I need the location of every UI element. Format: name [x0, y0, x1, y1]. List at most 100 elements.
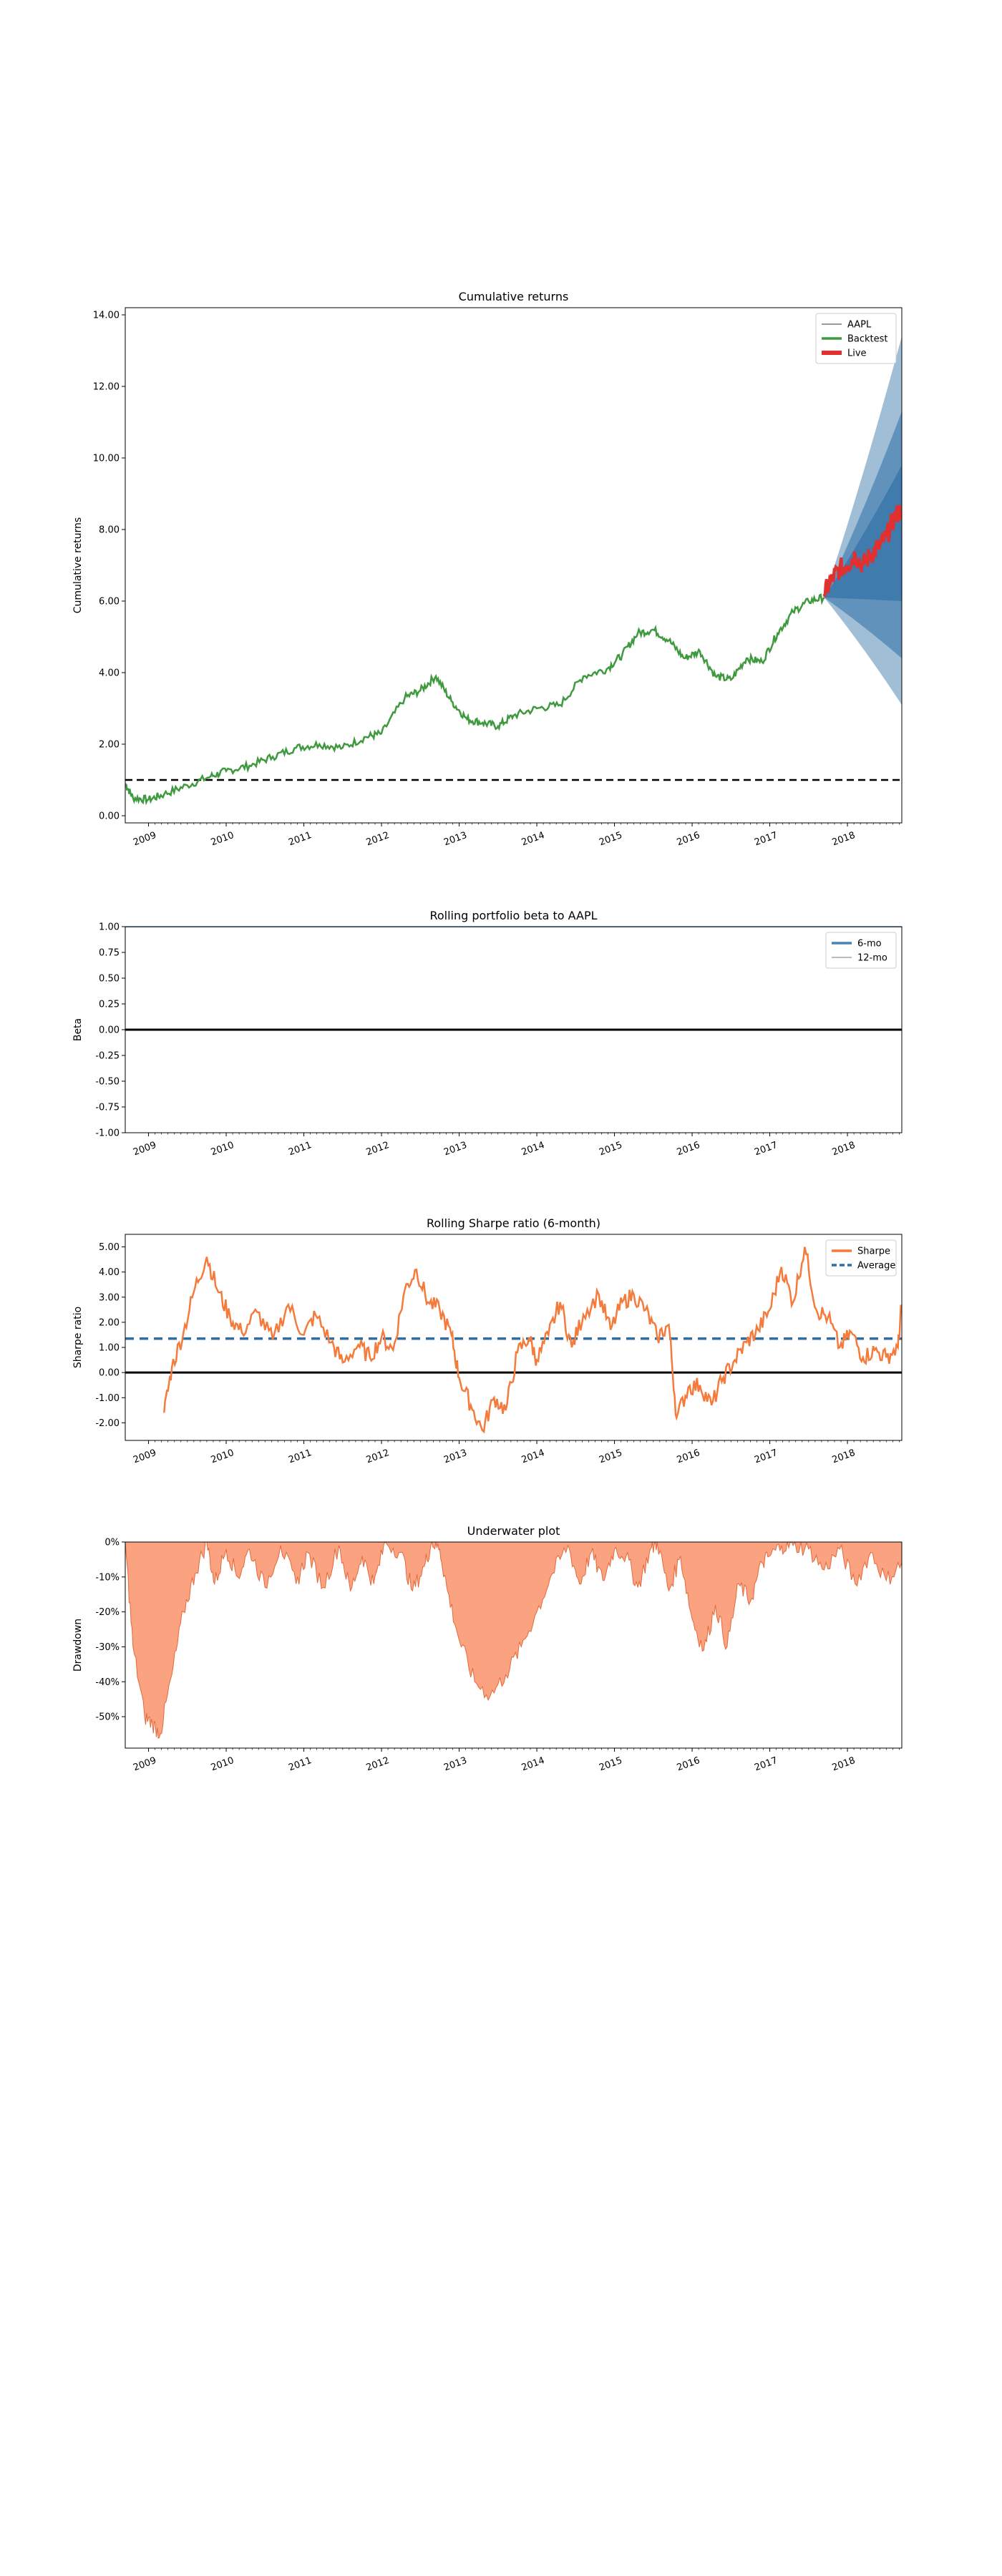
legend-label-aapl: AAPL [847, 320, 872, 331]
x-tick-label: 2014 [520, 1448, 546, 1465]
y-tick-label: 4.00 [99, 1267, 120, 1278]
x-tick-label: 2015 [598, 1755, 623, 1773]
y-tick-label: -1.00 [95, 1393, 120, 1404]
chart-title: Underwater plot [467, 1524, 560, 1538]
chart-title: Cumulative returns [459, 290, 569, 303]
x-tick-label: 2011 [287, 830, 313, 848]
y-tick-label: -0.25 [95, 1051, 120, 1062]
plot-frame [125, 307, 903, 824]
legend-label-live: Live [847, 348, 867, 359]
x-tick-label: 2016 [676, 1755, 701, 1773]
x-tick-label: 2013 [442, 830, 468, 848]
legend: Sharpe Average [825, 1239, 897, 1277]
legend: AAPL Backtest Live [815, 313, 897, 364]
y-tick-label: 8.00 [99, 525, 120, 536]
x-tick-label: 2013 [442, 1755, 468, 1773]
x-tick-label: 2016 [676, 1448, 701, 1465]
chart-title: Rolling portfolio beta to AAPL [429, 909, 597, 922]
x-tick-label: 2013 [442, 1140, 468, 1158]
y-tick-label: -50% [95, 1712, 120, 1723]
y-tick-label: -0.75 [95, 1103, 120, 1113]
y-tick-label: 0.75 [99, 948, 120, 959]
y-tick-label: 0.00 [99, 1368, 120, 1379]
legend-label-12-mo: 12-mo [857, 953, 887, 964]
y-tick-label: -30% [95, 1642, 120, 1653]
series-line-sharpe [163, 1246, 902, 1434]
y-tick-label: -40% [95, 1677, 120, 1688]
y-tick-label: 1.00 [99, 1343, 120, 1354]
y-axis-label: Drawdown [72, 1619, 84, 1672]
x-tick-label: 2010 [210, 1448, 235, 1465]
x-tick-label: 2018 [831, 830, 857, 848]
x-tick-label: 2014 [520, 1140, 546, 1158]
x-tick-label: 2011 [287, 1140, 313, 1158]
x-tick-label: 2009 [132, 1140, 157, 1158]
x-tick-label: 2010 [210, 1140, 235, 1158]
x-tick-label: 2017 [753, 1140, 779, 1158]
underwater-panel: Underwater plot Drawdown 0% -10% -20% -30% -40… [72, 1524, 903, 1773]
legend-label-backtest: Backtest [847, 334, 888, 345]
x-tick-label: 2017 [753, 1755, 779, 1773]
x-tick-label: 2014 [520, 830, 546, 848]
y-tick-label: 12.00 [93, 382, 120, 393]
y-axis-label: Sharpe ratio [72, 1307, 84, 1368]
legend-label-6-mo: 6-mo [857, 939, 882, 950]
plot-frame [125, 926, 903, 1133]
y-tick-label: 0.00 [99, 811, 120, 822]
x-tick-label: 2018 [831, 1755, 857, 1773]
drawdown-area [125, 1542, 902, 1739]
x-tick-label: 2011 [287, 1448, 313, 1465]
y-tick-label: 4.00 [99, 668, 120, 679]
x-tick-label: 2016 [676, 1140, 701, 1158]
x-tick-label: 2010 [210, 830, 235, 848]
chart-title: Rolling Sharpe ratio (6-month) [427, 1216, 600, 1230]
legend-box [825, 1239, 897, 1277]
plot-frame [125, 1541, 903, 1749]
rolling-beta-panel: Rolling portfolio beta to AAPL Beta 1.00 0.… [72, 909, 903, 1158]
legend-box [825, 932, 897, 969]
y-tick-label: -10% [95, 1572, 120, 1583]
y-tick-label: -1.00 [95, 1128, 120, 1139]
y-tick-label: -0.50 [95, 1077, 120, 1088]
x-tick-label: 2012 [365, 1755, 391, 1773]
y-tick-label: 1.00 [99, 922, 120, 933]
x-tick-label: 2010 [210, 1755, 235, 1773]
x-tick-label: 2017 [753, 1448, 779, 1465]
y-axis-label: Cumulative returns [72, 517, 84, 613]
y-tick-label: 6.00 [99, 597, 120, 608]
y-tick-label: 2.00 [99, 1317, 120, 1328]
x-tick-label: 2015 [598, 830, 623, 848]
plot-frame [125, 1234, 903, 1441]
x-tick-label: 2012 [365, 830, 391, 848]
x-tick-label: 2011 [287, 1755, 313, 1773]
cumulative-returns-panel: Cumulative returns Cumulative returns 0.00… [72, 290, 903, 848]
y-tick-label: 0.25 [99, 1000, 120, 1010]
x-tick-label: 2012 [365, 1448, 391, 1465]
x-tick-label: 2009 [132, 1755, 157, 1773]
x-tick-label: 2009 [132, 1448, 157, 1465]
y-tick-label: -2.00 [95, 1418, 120, 1429]
x-tick-label: 2014 [520, 1755, 546, 1773]
plot-area [125, 336, 902, 806]
x-tick-label: 2018 [831, 1140, 857, 1158]
legend: 6-mo 12-mo [825, 932, 897, 969]
y-tick-label: -20% [95, 1607, 120, 1618]
legend-label-average: Average [857, 1261, 895, 1272]
y-tick-label: 3.00 [99, 1292, 120, 1303]
plot-area [125, 927, 902, 1031]
series-line-backtest [125, 593, 825, 806]
x-tick-label: 2009 [132, 830, 157, 848]
y-tick-label: 2.00 [99, 740, 120, 751]
x-tick-label: 2018 [831, 1448, 857, 1465]
x-tick-label: 2013 [442, 1448, 468, 1465]
y-tick-label: 10.00 [93, 454, 120, 464]
legend-label-sharpe: Sharpe [857, 1246, 890, 1257]
y-tick-label: 5.00 [99, 1242, 120, 1253]
y-tick-label: 0.00 [99, 1025, 120, 1036]
x-tick-label: 2012 [365, 1140, 391, 1158]
y-tick-label: 0.50 [99, 974, 120, 985]
rolling-sharpe-panel: Rolling Sharpe ratio (6-month) Sharpe rat… [72, 1216, 903, 1465]
series-line-live [822, 504, 902, 597]
x-tick-label: 2017 [753, 830, 779, 848]
